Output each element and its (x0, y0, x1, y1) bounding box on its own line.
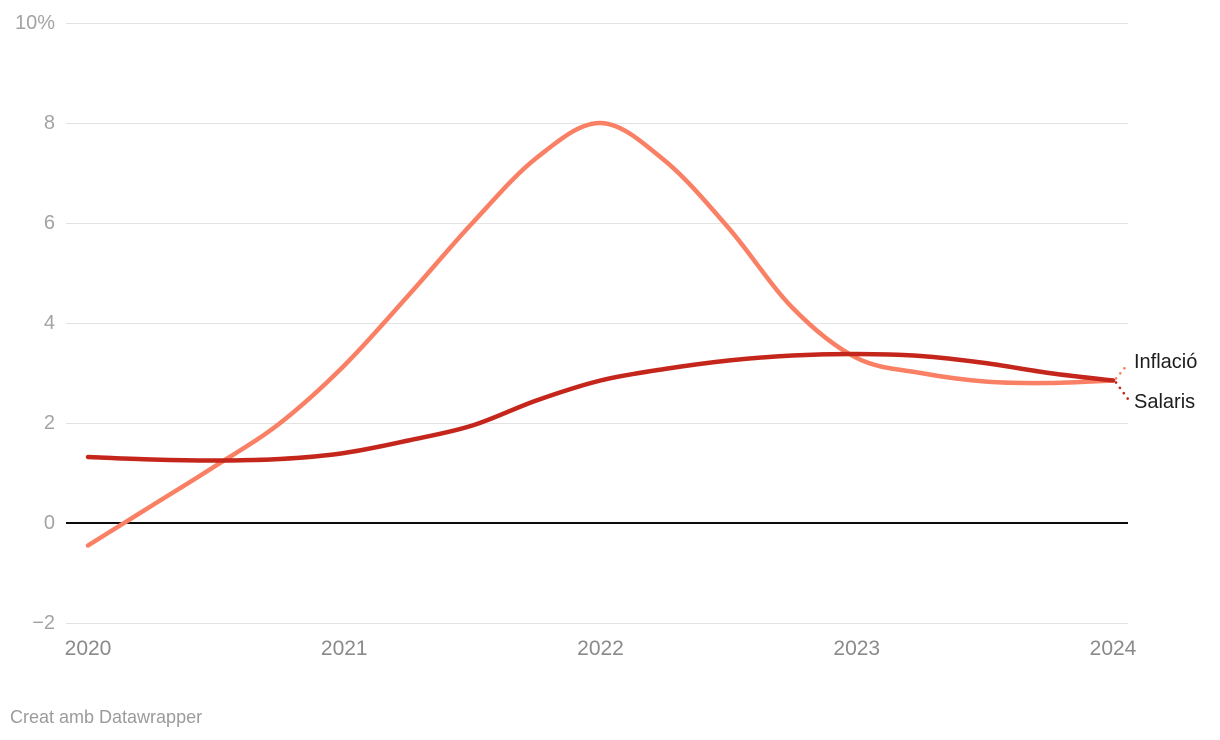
x-tick-label: 2021 (320, 637, 368, 660)
y-tick-label: 0 (43, 512, 55, 534)
zero-baseline (66, 522, 1128, 524)
y-tick-label: 2 (43, 412, 55, 434)
x-tick-label: 2020 (64, 637, 112, 660)
y-gridline (66, 623, 1128, 624)
y-gridline (66, 423, 1128, 424)
y-tick-label: 8 (43, 112, 55, 134)
y-gridline (66, 323, 1128, 324)
x-tick-label: 2024 (1089, 637, 1137, 660)
y-tick-label: 10% (14, 12, 55, 34)
y-tick-label: −2 (32, 612, 55, 634)
y-gridline (66, 223, 1128, 224)
y-tick-label: 4 (43, 312, 55, 334)
y-tick-label: 6 (43, 212, 55, 234)
y-gridline (66, 23, 1128, 24)
x-tick-label: 2023 (833, 637, 881, 660)
series-label-inflacio: Inflació (1134, 351, 1198, 373)
x-tick-label: 2022 (577, 637, 624, 660)
y-gridline (66, 123, 1128, 124)
series-label-salaris: Salaris (1134, 391, 1196, 413)
datawrapper-attribution-link[interactable]: Creat amb Datawrapper (10, 707, 203, 727)
